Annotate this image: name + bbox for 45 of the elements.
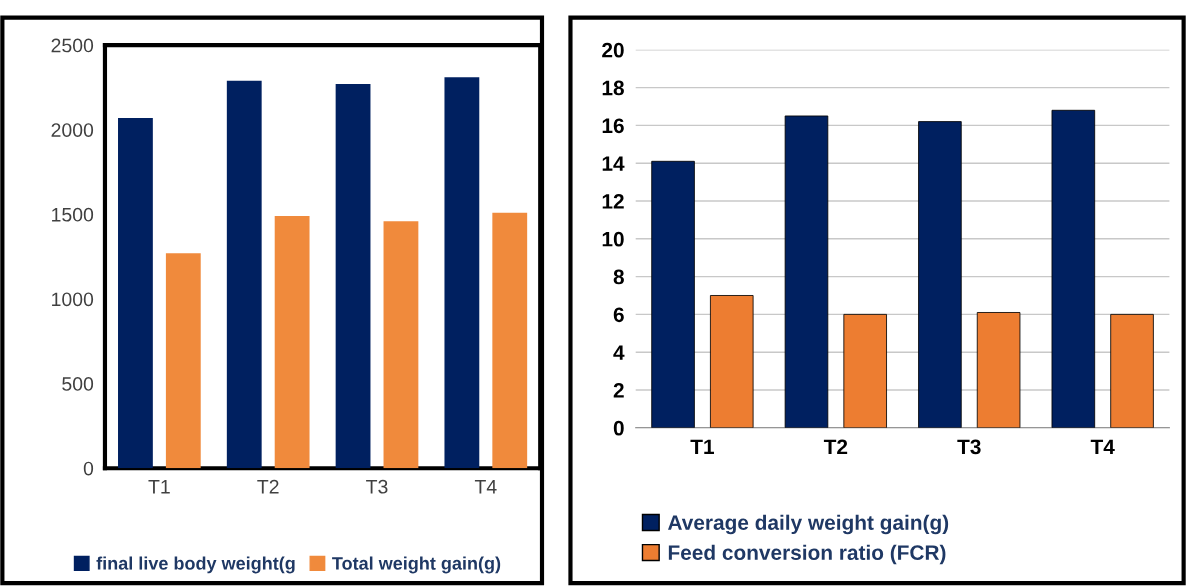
y-tick-label: 16 — [602, 118, 624, 134]
y-tick-label: 2000 — [51, 123, 94, 137]
y-tick-label: 6 — [613, 307, 624, 323]
y-tick-label: 10 — [602, 231, 624, 247]
y-tick-label: 4 — [613, 345, 625, 360]
bar — [651, 160, 695, 428]
y-tick-label: 500 — [62, 377, 94, 391]
y-tick-label: 1000 — [52, 292, 94, 307]
bar — [709, 295, 754, 428]
x-tick-label: T3 — [957, 439, 981, 455]
y-tick-label: 0 — [83, 461, 94, 476]
legend-label: Average daily weight gain(g) — [668, 514, 949, 535]
bar — [383, 221, 419, 469]
bar — [335, 84, 371, 469]
bar — [1051, 109, 1096, 428]
legend-label: Feed conversion ratio (FCR) — [668, 544, 946, 565]
bar — [1110, 313, 1154, 428]
y-tick-label: 0 — [613, 420, 624, 436]
x-tick-label: T2 — [257, 479, 279, 494]
x-tick-label: T4 — [474, 480, 497, 494]
y-tick-label: 20 — [602, 42, 624, 58]
bar — [226, 80, 262, 469]
x-tick-label: T3 — [366, 479, 388, 494]
y-tick-label: 1500 — [52, 207, 94, 222]
x-tick-label: T1 — [148, 480, 170, 494]
bar — [444, 77, 480, 469]
bar — [165, 253, 201, 469]
y-tick-label: 8 — [613, 269, 624, 285]
bar — [784, 115, 829, 428]
x-tick-label: T2 — [823, 439, 848, 454]
bar — [274, 216, 310, 469]
y-tick-label: 14 — [602, 156, 625, 171]
y-tick-label: 18 — [602, 80, 624, 96]
legend-label: Total weight gain(g) — [332, 556, 501, 574]
legend-label: final live body weight(g — [96, 556, 295, 574]
bar — [843, 313, 887, 428]
x-tick-label: T4 — [1090, 439, 1115, 454]
bar — [492, 212, 528, 469]
x-tick-label: T1 — [690, 439, 714, 454]
bar — [118, 117, 153, 469]
bar — [976, 312, 1021, 428]
y-tick-label: 12 — [602, 194, 624, 209]
y-tick-label: 2500 — [51, 38, 94, 53]
y-tick-label: 2 — [613, 382, 624, 398]
bar — [918, 121, 962, 428]
